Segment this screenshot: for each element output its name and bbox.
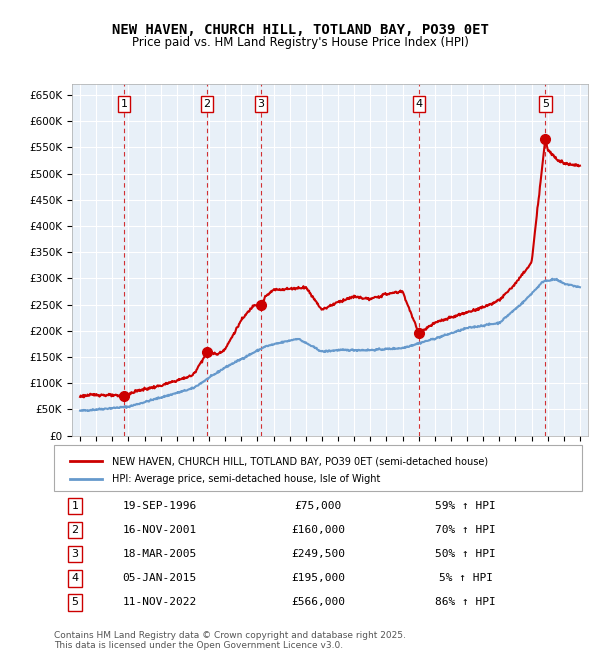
Text: 70% ↑ HPI: 70% ↑ HPI (436, 525, 496, 535)
FancyBboxPatch shape (54, 445, 582, 491)
Text: 3: 3 (257, 99, 265, 109)
Text: 05-JAN-2015: 05-JAN-2015 (122, 573, 197, 583)
Text: 19-SEP-1996: 19-SEP-1996 (122, 501, 197, 511)
Text: NEW HAVEN, CHURCH HILL, TOTLAND BAY, PO39 0ET: NEW HAVEN, CHURCH HILL, TOTLAND BAY, PO3… (112, 23, 488, 37)
Text: £249,500: £249,500 (291, 549, 345, 559)
Text: 1: 1 (71, 501, 79, 511)
Text: 2: 2 (71, 525, 79, 535)
Text: 5% ↑ HPI: 5% ↑ HPI (439, 573, 493, 583)
Text: 3: 3 (71, 549, 79, 559)
Text: 18-MAR-2005: 18-MAR-2005 (122, 549, 197, 559)
Text: NEW HAVEN, CHURCH HILL, TOTLAND BAY, PO39 0ET (semi-detached house): NEW HAVEN, CHURCH HILL, TOTLAND BAY, PO3… (112, 456, 488, 466)
Text: 50% ↑ HPI: 50% ↑ HPI (436, 549, 496, 559)
Text: 86% ↑ HPI: 86% ↑ HPI (436, 597, 496, 607)
Text: 11-NOV-2022: 11-NOV-2022 (122, 597, 197, 607)
Text: 16-NOV-2001: 16-NOV-2001 (122, 525, 197, 535)
Text: HPI: Average price, semi-detached house, Isle of Wight: HPI: Average price, semi-detached house,… (112, 474, 380, 484)
Text: £160,000: £160,000 (291, 525, 345, 535)
Text: 2: 2 (203, 99, 211, 109)
Text: 4: 4 (415, 99, 422, 109)
Text: Contains HM Land Registry data © Crown copyright and database right 2025.
This d: Contains HM Land Registry data © Crown c… (54, 630, 406, 650)
Text: Price paid vs. HM Land Registry's House Price Index (HPI): Price paid vs. HM Land Registry's House … (131, 36, 469, 49)
Text: 4: 4 (71, 573, 79, 583)
Text: 1: 1 (121, 99, 127, 109)
Text: £195,000: £195,000 (291, 573, 345, 583)
Text: £75,000: £75,000 (295, 501, 341, 511)
Text: 59% ↑ HPI: 59% ↑ HPI (436, 501, 496, 511)
Text: £566,000: £566,000 (291, 597, 345, 607)
Text: 5: 5 (542, 99, 549, 109)
Text: 5: 5 (71, 597, 79, 607)
